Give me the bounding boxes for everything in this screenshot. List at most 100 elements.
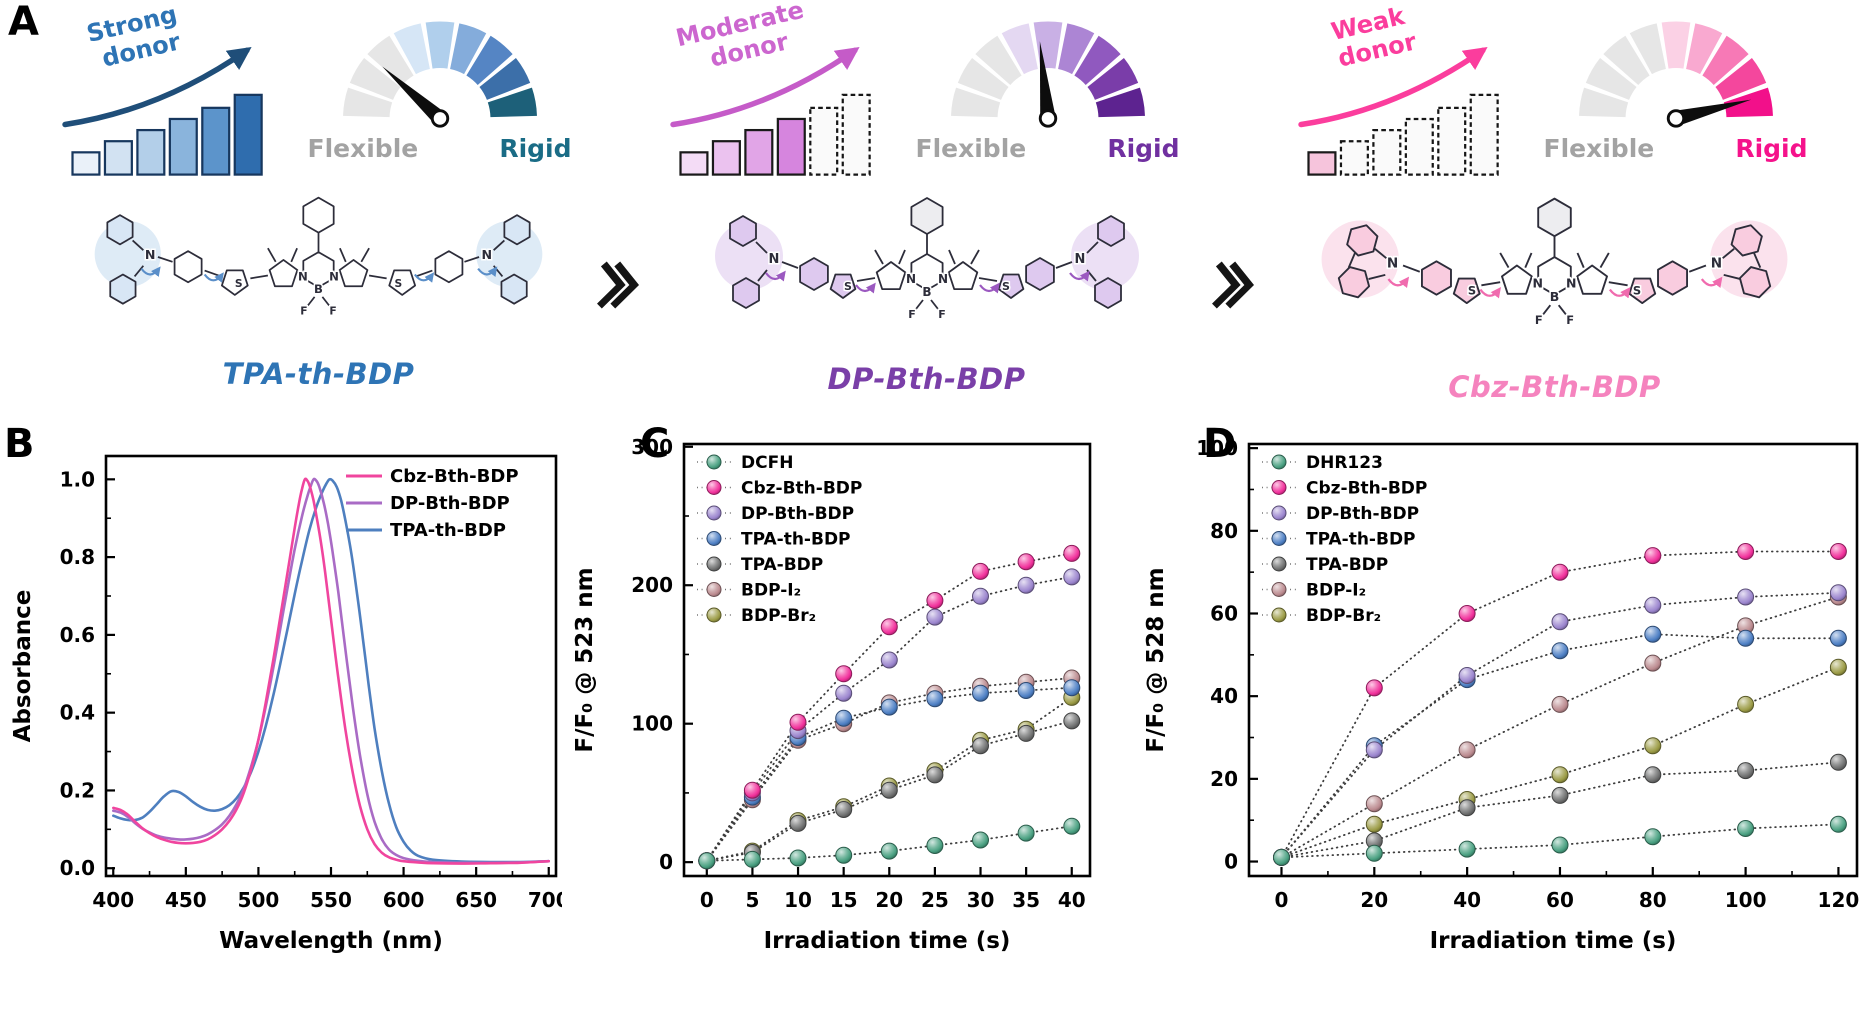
double-chevron-icon [1212,261,1255,309]
legend-label: DP-Bth-BDP [1306,504,1419,524]
svg-text:B: B [314,282,323,296]
flexible-label: Flexible [307,134,419,163]
double-chevron-icon [596,261,639,309]
y-tick-label: 0 [659,850,673,874]
legend-marker [706,480,722,495]
donor-strength-bars: Strong donor [61,4,263,176]
panel-c: C 0 5 10 15 20 25 30 35 40 0 100 200 300 Irradiation … [562,414,1137,1018]
gauge-wedges [950,21,1145,118]
molecule-name: DP-Bth-BDP [827,362,1026,396]
x-tick-label: 30 [967,888,995,912]
plot-frame [1247,442,1859,878]
progression-separator [596,256,641,318]
data-point-TPA-BDP [972,737,989,755]
rigid-label: Rigid [499,134,572,163]
x-tick-label: 500 [238,888,280,912]
data-point-DCFH [743,850,761,868]
y-tick-label: 0.4 [60,701,95,725]
gauge-wedges [1578,21,1773,118]
data-point-TPA-BDP [1737,762,1755,780]
y-tick-label: 300 [631,435,673,459]
data-point-TPA-BDP [835,801,853,818]
rigidity-gauge [342,21,537,128]
data-point-DCFH [835,846,853,864]
data-point-DCFH [789,849,807,867]
svg-text:S: S [1002,280,1010,293]
x-tick-label: 400 [92,888,134,912]
svg-text:N: N [298,269,308,283]
y-tick-label: 100 [631,712,673,736]
legend-marker [1271,454,1287,470]
y-tick-label: 0.0 [60,856,95,880]
rotation-arrow-icon [854,282,876,294]
y-tick-label: 20 [1210,767,1238,791]
legend-marker [706,454,722,470]
rigidity-gauge [1578,21,1773,128]
gauge-block: Flexible Rigid [902,4,1194,163]
legend-marker [706,607,722,623]
data-point-DHR123 [1458,840,1476,858]
x-tick-label: 450 [165,888,207,912]
legend-label: DP-Bth-BDP [390,493,510,514]
data-point-TPA-th-BDP [1063,679,1081,697]
data-point-Cbz-Bth-BDP [835,665,853,683]
series-line-TPA-th-BDP [1280,633,1840,859]
gauge-block: Flexible Rigid [1530,4,1822,163]
donor-arrow-icon [1297,47,1488,128]
data-point-Cbz-Bth-BDP [1063,544,1081,562]
gauge-needle-icon [1039,41,1056,120]
svg-text:N: N [905,272,915,286]
panel-d-label: D [1203,421,1237,467]
rigid-label: Rigid [1107,134,1180,163]
data-point-DCFH [1063,817,1081,835]
svg-text:S: S [235,277,243,290]
x-tick-label: 0 [700,888,714,912]
flexible-label: Flexible [1543,134,1655,163]
data-point-TPA-BDP [1063,712,1081,730]
data-point-BDP-Br₂ [1551,766,1569,784]
series-line-TPA-BDP [705,720,1073,862]
legend-marker [1271,531,1287,546]
data-point-TPA-th-BDP [926,690,944,708]
series-line-BDP-I₂ [1280,596,1840,859]
svg-text:N: N [1387,256,1398,272]
legend-marker [1271,607,1287,623]
legend-marker [1271,480,1287,495]
data-point-DHR123 [1365,844,1383,862]
donor-arrow-icon [61,47,252,128]
y-tick-label: 40 [1210,684,1238,708]
data-point-BDP-I₂ [1644,654,1662,672]
rotation-arrow-icon [764,270,786,282]
svg-text:B: B [1550,289,1560,304]
gauge-needle-icon [381,66,445,125]
spectrum-line-TPA-th-BDP [112,477,550,864]
plot-frame [104,454,558,878]
x-tick-label: 80 [1639,888,1667,912]
progression-separator [1212,256,1256,318]
y-tick-label: 0.8 [60,545,95,569]
bar-growth-icon [1306,93,1499,176]
panel-d: D 0 20 40 60 80 100 120 0 20 40 60 80 100 Irradiation… [1137,414,1865,1018]
spectrum-line-DP-Bth-BDP [112,477,550,865]
gauge-pivot [1038,109,1057,128]
gauge-wedges [342,21,537,118]
bar-growth-icon [678,93,871,176]
data-point-DCFH [926,837,944,854]
data-point-DP-Bth-BDP [1737,588,1755,606]
data-point-DP-Bth-BDP [1551,613,1569,631]
y-tick-label: 0.2 [60,778,95,802]
data-point-DHR123 [1273,848,1290,866]
data-point-DP-Bth-BDP [835,684,853,702]
flexible-label: Flexible [915,134,1027,163]
legend-label: TPA-th-BDP [390,520,506,541]
rotation-arrow-icon [1608,287,1631,299]
x-tick-label: 40 [1058,888,1086,912]
data-point-TPA-BDP [926,766,944,784]
legend-label: TPA-BDP [741,555,823,575]
legend-marker [1271,582,1287,597]
y-tick-label: 200 [631,573,673,597]
svg-text:S: S [844,280,852,293]
svg-text:N: N [1074,252,1085,267]
